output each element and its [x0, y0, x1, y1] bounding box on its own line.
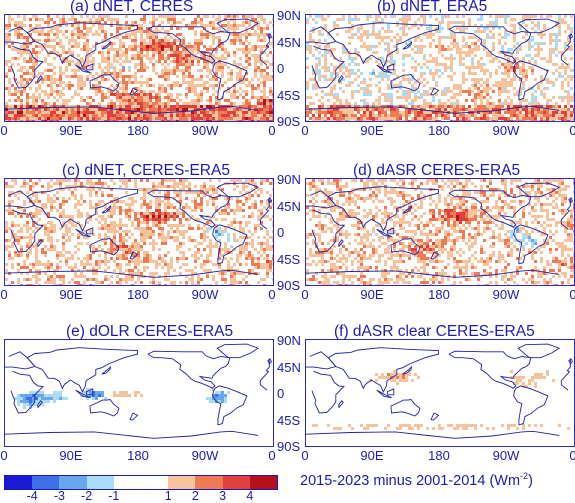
lon-label: 180	[428, 123, 450, 138]
lon-label: 0	[0, 287, 7, 302]
lat-label: 45S	[277, 253, 300, 266]
lon-label: 180	[428, 448, 450, 463]
caption-prefix: 2015-2023 minus 2001-2014 (Wm	[300, 473, 520, 489]
colorbar-swatch	[141, 476, 168, 489]
colorbar-swatch	[5, 476, 32, 489]
anomaly-map	[306, 15, 574, 121]
anomaly-field	[306, 15, 574, 121]
colorbar-swatch	[32, 476, 59, 489]
lon-label: 0	[268, 123, 275, 138]
lat-label: 90S	[277, 279, 300, 292]
lat-label: 45S	[277, 89, 300, 102]
colorbar-swatch	[168, 476, 195, 489]
lon-label: 90W	[192, 448, 219, 463]
lon-label: 180	[127, 123, 149, 138]
colorbar-swatch	[223, 476, 250, 489]
lon-label: 180	[127, 287, 149, 302]
lon-label: 90E	[360, 448, 383, 463]
lat-label: 90N	[277, 334, 301, 347]
map-frame	[305, 339, 575, 447]
lon-label: 0	[301, 123, 308, 138]
map-frame	[305, 14, 575, 122]
colorbar-caption: 2015-2023 minus 2001-2014 (Wm-2)	[300, 471, 533, 489]
lon-label: 180	[428, 287, 450, 302]
lat-label: 45S	[277, 414, 300, 427]
lat-label: 0	[277, 387, 284, 400]
anomaly-field	[14, 388, 230, 409]
lon-label: 90W	[493, 123, 520, 138]
colorbar-swatch	[59, 476, 86, 489]
anomaly-field	[5, 15, 273, 121]
colorbar-swatch	[250, 476, 277, 489]
lon-label: 180	[127, 448, 149, 463]
lon-label: 0	[569, 123, 575, 138]
lon-label: 90W	[192, 123, 219, 138]
lat-label: 0	[277, 62, 284, 75]
lon-label: 90W	[493, 287, 520, 302]
caption-suffix: )	[528, 473, 533, 489]
colorbar-swatch	[114, 476, 141, 489]
lon-label: 90E	[59, 123, 82, 138]
lon-label: 0	[301, 287, 308, 302]
lon-label: 0	[569, 448, 575, 463]
lon-label: 90W	[192, 287, 219, 302]
anomaly-map	[306, 179, 574, 285]
lat-label: 45N	[277, 361, 301, 374]
lat-label: 45N	[277, 36, 301, 49]
anomaly-map	[5, 179, 273, 285]
anomaly-map	[5, 15, 273, 121]
colorbar-swatch	[87, 476, 114, 489]
colorbar	[4, 475, 278, 490]
lon-label: 90E	[360, 123, 383, 138]
map-frame	[4, 178, 274, 286]
anomaly-map	[5, 340, 273, 446]
lat-label: 90S	[277, 115, 300, 128]
lon-label: 0	[301, 448, 308, 463]
lon-label: 0	[268, 448, 275, 463]
lat-label: 0	[277, 226, 284, 239]
lon-label: 90E	[59, 448, 82, 463]
colorbar-swatch	[195, 476, 222, 489]
caption-unit-exponent: -2	[520, 471, 528, 481]
lat-label: 90S	[277, 440, 300, 453]
lon-label: 0	[569, 287, 575, 302]
lat-label: 90N	[277, 173, 301, 186]
lon-label: 90E	[360, 287, 383, 302]
map-frame	[4, 339, 274, 447]
map-frame	[305, 178, 575, 286]
lon-label: 0	[268, 287, 275, 302]
lon-label: 90W	[493, 448, 520, 463]
anomaly-field	[306, 179, 574, 285]
anomaly-field	[312, 370, 570, 430]
lon-label: 0	[0, 123, 7, 138]
map-frame	[4, 14, 274, 122]
lat-label: 90N	[277, 9, 301, 22]
anomaly-field	[5, 179, 273, 285]
lat-label: 45N	[277, 200, 301, 213]
anomaly-map	[306, 340, 574, 446]
lon-label: 90E	[59, 287, 82, 302]
lon-label: 0	[0, 448, 7, 463]
